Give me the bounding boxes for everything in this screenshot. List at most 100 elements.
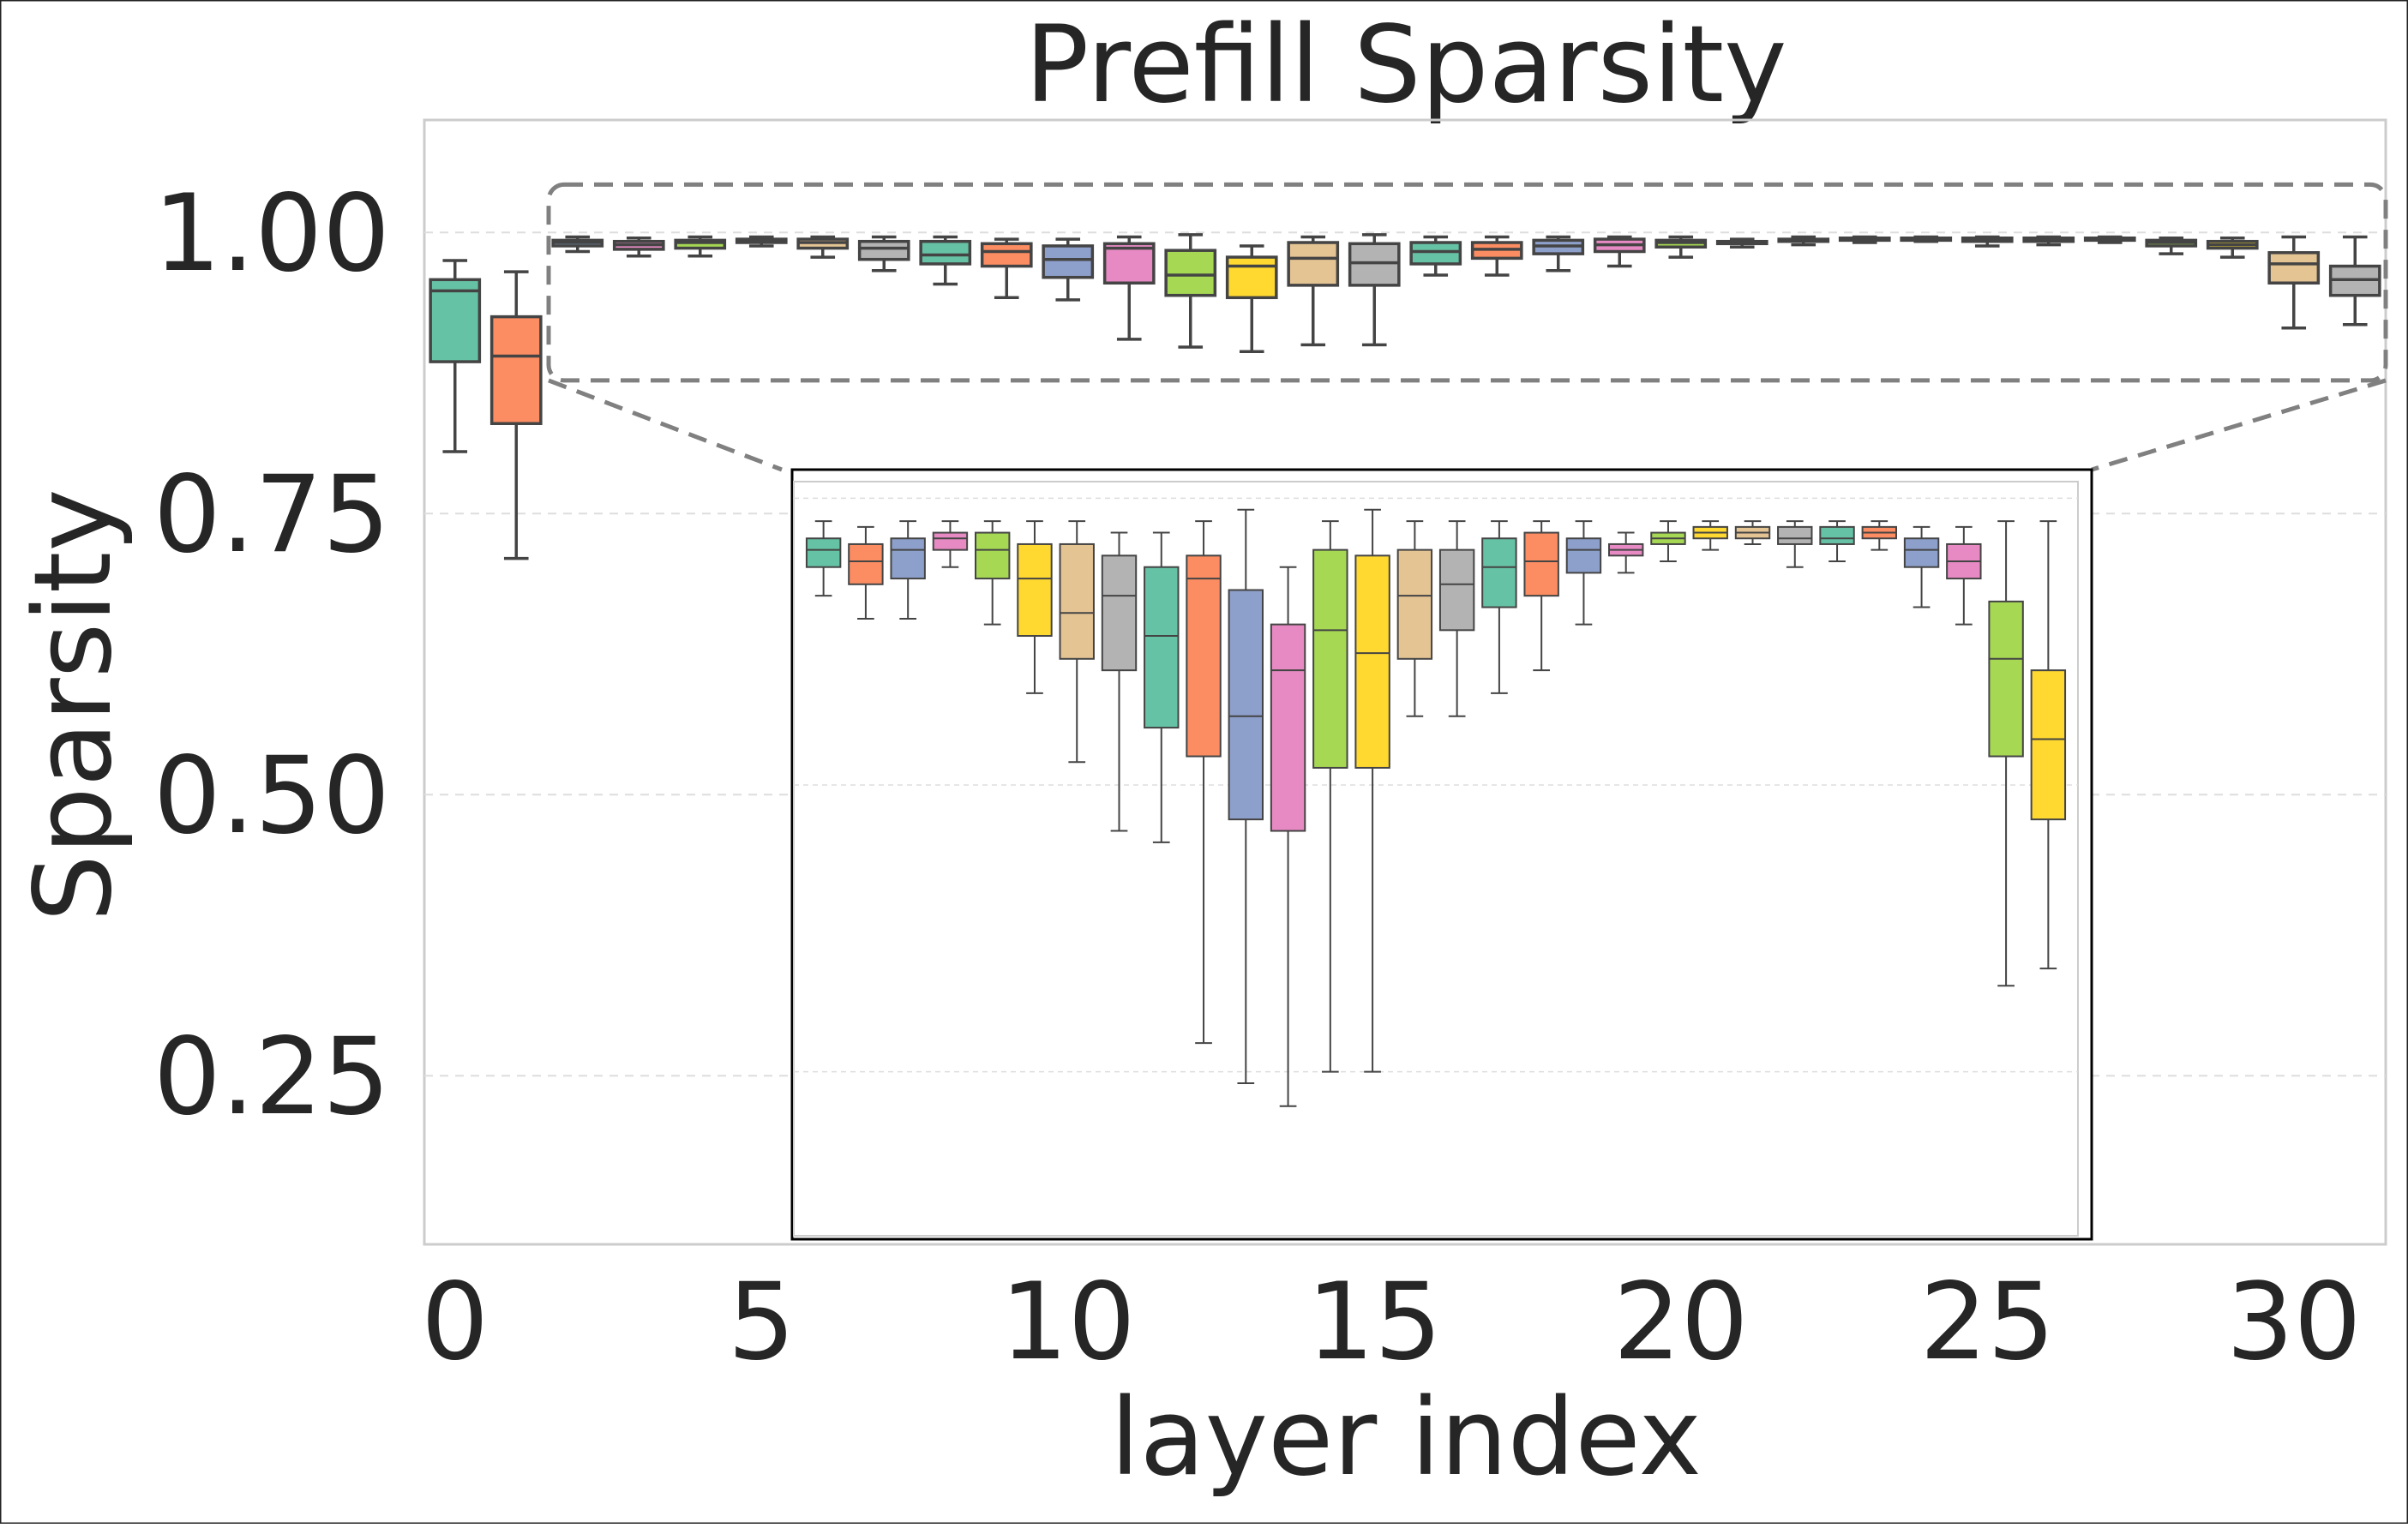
inset-box-layer-5 xyxy=(932,520,969,568)
inset-box-layer-20 xyxy=(1565,520,1602,626)
box-iqr xyxy=(1396,548,1433,660)
main-box-layer-27 xyxy=(2083,235,2136,244)
box-iqr xyxy=(1565,537,1602,574)
box-iqr xyxy=(1354,554,1390,769)
box-iqr xyxy=(980,242,1033,268)
main-plot-area: 0.25 0.50 0.75 1.00 0 5 10 15 20 25 30 xyxy=(153,118,2388,1384)
main-box-layer-3 xyxy=(612,237,665,258)
main-box-layer-7 xyxy=(857,235,910,273)
inset-box-layer-6 xyxy=(974,520,1011,626)
x-tick-label: 10 xyxy=(1000,1261,1136,1384)
main-box-layer-22 xyxy=(1777,235,1830,247)
box-iqr xyxy=(2030,669,2067,821)
box-iqr xyxy=(1481,537,1517,608)
main-box-layer-17 xyxy=(1470,235,1523,277)
y-axis-label: Sparsity xyxy=(12,488,135,921)
inset-box-layer-22 xyxy=(1650,520,1686,563)
main-box-layer-19 xyxy=(1593,235,1646,268)
box-iqr xyxy=(1348,242,1401,287)
main-box-layer-28 xyxy=(2145,237,2198,255)
main-box-layer-21 xyxy=(1715,237,1768,249)
inset-box-layer-11 xyxy=(1186,520,1222,1045)
box-iqr xyxy=(848,542,884,585)
main-box-layer-30 xyxy=(2267,235,2321,330)
box-iqr xyxy=(1438,548,1475,632)
box-iqr xyxy=(1102,242,1156,285)
box-iqr xyxy=(1042,244,1095,279)
inset-box-layer-30 xyxy=(1988,520,2024,987)
box-iqr xyxy=(919,239,972,266)
inset-box-layer-21 xyxy=(1607,531,1644,574)
inset-plot-frame xyxy=(793,481,2079,1237)
box-iqr xyxy=(1523,531,1559,597)
inset-box-layer-28 xyxy=(1903,525,1940,608)
main-box-layer-10 xyxy=(1042,237,1095,302)
y-tick-label: 0.50 xyxy=(153,734,390,858)
main-box-layer-29 xyxy=(2206,237,2259,259)
main-box-layer-31 xyxy=(2328,235,2381,327)
box-iqr xyxy=(2267,251,2321,285)
x-axis-label: layer index xyxy=(1110,1376,1702,1500)
main-box-layer-11 xyxy=(1102,235,1156,341)
box-iqr xyxy=(1409,241,1462,266)
inset-box-layer-4 xyxy=(890,520,926,620)
main-box-layer-0 xyxy=(429,259,482,453)
main-box-layer-8 xyxy=(919,235,972,286)
x-tick-label: 0 xyxy=(421,1261,489,1384)
x-tick-label: 25 xyxy=(1919,1261,2055,1384)
box-iqr xyxy=(1270,623,1306,832)
inset-box-layer-27 xyxy=(1861,520,1898,551)
inset-box-layer-29 xyxy=(1946,525,1982,626)
x-tick-label: 20 xyxy=(1613,1261,1749,1384)
x-tick-label: 15 xyxy=(1306,1261,1442,1384)
box-iqr xyxy=(974,531,1011,580)
x-tick-label: 30 xyxy=(2226,1261,2362,1384)
main-box-layer-6 xyxy=(796,235,850,259)
inset-box-layer-15 xyxy=(1354,508,1390,1073)
zoom-connector-right xyxy=(2091,378,2387,472)
zoom-region-outline xyxy=(546,182,2388,383)
main-box-layer-18 xyxy=(1532,235,1585,273)
box-iqr xyxy=(1017,542,1053,638)
main-plot-frame xyxy=(423,118,2387,1246)
inset-box-layer-24 xyxy=(1734,520,1771,545)
y-tick-label: 0.25 xyxy=(153,1016,390,1139)
main-box-layer-14 xyxy=(1287,235,1340,347)
main-box-layer-12 xyxy=(1164,233,1217,349)
box-iqr xyxy=(674,238,727,250)
inset-box-layer-17 xyxy=(1438,520,1475,717)
box-iqr xyxy=(1059,542,1095,660)
box-iqr xyxy=(1819,525,1855,545)
main-box-layer-13 xyxy=(1225,244,1278,354)
main-box-layer-26 xyxy=(2022,235,2075,247)
inset-box-layer-25 xyxy=(1777,520,1813,568)
inset-box-layer-9 xyxy=(1101,531,1138,832)
main-box-layer-25 xyxy=(1961,235,2014,248)
box-iqr xyxy=(1228,589,1264,821)
box-iqr xyxy=(932,531,969,551)
inset-box-layer-16 xyxy=(1396,520,1433,717)
main-box-layer-1 xyxy=(489,270,543,560)
inset-zoom-plot xyxy=(790,468,2093,1241)
inset-box-layer-8 xyxy=(1059,520,1095,764)
box-iqr xyxy=(805,537,842,568)
box-iqr xyxy=(1312,548,1348,769)
y-tick-label: 0.75 xyxy=(153,453,390,577)
chart-title: Prefill Sparsity xyxy=(1024,3,1786,127)
y-tick-label: 1.00 xyxy=(153,172,390,296)
main-box-layer-2 xyxy=(551,235,604,254)
main-box-layer-16 xyxy=(1409,235,1462,277)
box-iqr xyxy=(429,278,482,363)
inset-box-layer-12 xyxy=(1228,508,1264,1084)
main-box-layer-5 xyxy=(735,235,788,248)
box-iqr xyxy=(1988,600,2024,758)
main-box-layer-9 xyxy=(980,237,1033,300)
box-iqr xyxy=(1225,255,1278,300)
box-iqr xyxy=(1777,525,1813,545)
box-iqr xyxy=(890,537,926,580)
inset-box-layer-13 xyxy=(1270,566,1306,1107)
inset-box-layer-2 xyxy=(805,520,842,597)
box-iqr xyxy=(1101,554,1138,672)
